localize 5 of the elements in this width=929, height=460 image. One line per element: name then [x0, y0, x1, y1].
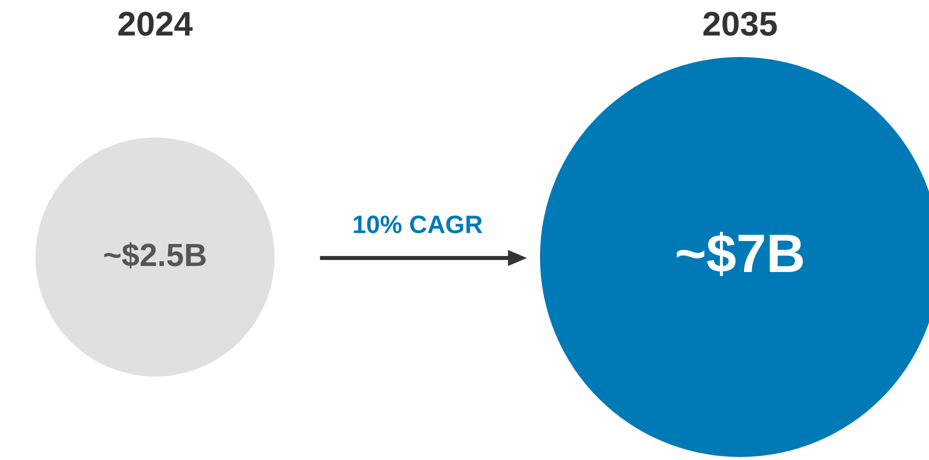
category-label: 2024	[117, 5, 193, 44]
data-label: ~$2.5B	[102, 236, 208, 273]
data-label: ~$7B	[674, 224, 806, 284]
category-label: 2035	[702, 5, 778, 44]
text: 10% CAGR	[352, 210, 483, 239]
